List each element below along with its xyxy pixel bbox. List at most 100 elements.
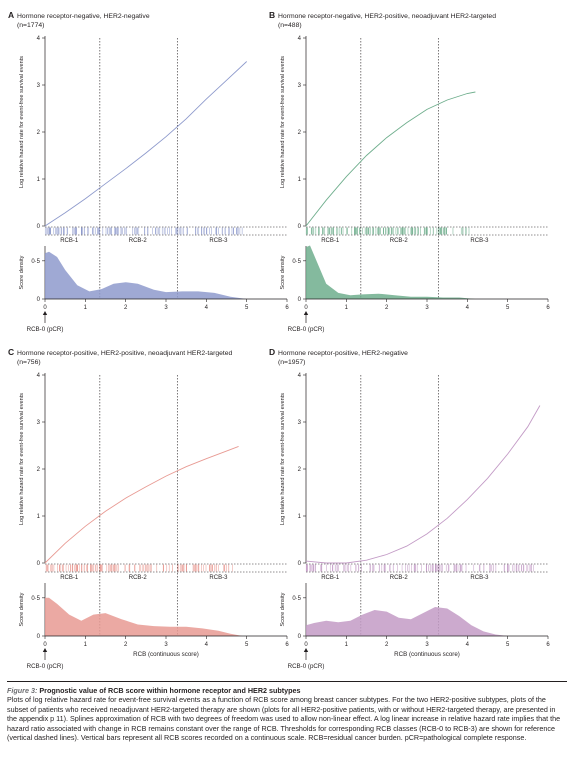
x-axis-label: RCB (continuous score): [133, 651, 199, 658]
caption-title: Prognostic value of RCB score within hor…: [39, 686, 301, 695]
y-tick-label: 1: [37, 177, 41, 183]
y-axis-label-density: Score density: [19, 592, 25, 626]
pcr-label: RCB-0 (pCR): [288, 663, 325, 670]
pcr-label: RCB-0 (pCR): [27, 326, 64, 333]
pcr-arrow-head: [42, 311, 48, 315]
rcb-class-label: RCB-3: [209, 575, 228, 581]
y-tick-label: 2: [298, 467, 302, 473]
panel-letter: D: [269, 347, 275, 357]
hazard-curve: [305, 405, 541, 564]
hazard-curve: [44, 61, 248, 227]
y-tick-label: 3: [298, 420, 302, 426]
y-tick-label: 0: [37, 224, 41, 230]
x-tick-label: 2: [385, 305, 389, 311]
x-tick-label: 3: [164, 642, 168, 648]
x-tick-label: 0: [304, 305, 308, 311]
y-tick-label: 0: [298, 297, 302, 303]
x-tick-label: 1: [345, 642, 349, 648]
rcb-class-label: RCB-2: [129, 575, 148, 581]
density-area: [45, 597, 243, 636]
y-tick-label: 3: [37, 420, 41, 426]
y-tick-label: 0: [298, 224, 302, 230]
pcr-label: RCB-0 (pCR): [27, 663, 64, 670]
y-tick-label: 1: [37, 514, 41, 520]
x-tick-label: 5: [506, 305, 510, 311]
panel-c: C Hormone receptor-positive, HER2-positiv…: [8, 347, 289, 670]
hazard-curve: [44, 445, 239, 564]
y-tick-label: 0·5: [292, 596, 301, 602]
x-tick-label: 5: [245, 642, 249, 648]
y-axis-label-hazard: Log relative hazard rate for event-free …: [280, 56, 286, 188]
rcb-class-label: RCB-1: [60, 575, 79, 581]
panel-n: (n=1957): [278, 359, 305, 366]
y-tick-label: 2: [37, 130, 41, 136]
x-tick-label: 0: [43, 305, 47, 311]
y-axis-label-density: Score density: [19, 255, 25, 289]
panel-n: (n=756): [17, 359, 41, 366]
x-tick-label: 3: [164, 305, 168, 311]
y-tick-label: 0: [298, 634, 302, 640]
y-tick-label: 2: [298, 130, 302, 136]
y-tick-label: 0: [37, 297, 41, 303]
rcb-class-label: RCB-2: [390, 238, 409, 244]
rcb-class-label: RCB-2: [390, 575, 409, 581]
x-tick-label: 1: [84, 642, 88, 648]
rcb-class-label: RCB-2: [129, 238, 148, 244]
y-tick-label: 4: [298, 36, 302, 42]
y-tick-label: 2: [37, 467, 41, 473]
caption-rule: [7, 681, 567, 682]
hazard-curve: [305, 91, 476, 227]
y-tick-label: 3: [298, 83, 302, 89]
x-tick-label: 4: [466, 305, 470, 311]
y-tick-label: 0: [298, 561, 302, 567]
x-tick-label: 4: [466, 642, 470, 648]
panel-n: (n=488): [278, 22, 302, 29]
caption-body: Plots of log relative hazard rate for ev…: [7, 695, 561, 743]
x-tick-label: 6: [285, 642, 289, 648]
y-tick-label: 0: [37, 561, 41, 567]
y-axis-label-hazard: Log relative hazard rate for event-free …: [280, 393, 286, 525]
panel-d: D Hormone receptor-positive, HER2-negativ…: [269, 347, 550, 670]
x-tick-label: 5: [506, 642, 510, 648]
x-axis-label: RCB (continuous score): [394, 651, 460, 658]
x-tick-label: 5: [245, 305, 249, 311]
pcr-arrow-head: [303, 648, 309, 652]
rcb-class-label: RCB-1: [60, 238, 79, 244]
panel-title: Hormone receptor-negative, HER2-positive…: [278, 13, 496, 20]
y-tick-label: 1: [298, 514, 302, 520]
x-tick-label: 6: [546, 305, 550, 311]
y-tick-label: 0·5: [31, 259, 40, 265]
x-tick-label: 0: [43, 642, 47, 648]
x-tick-label: 1: [345, 305, 349, 311]
y-axis-label-hazard: Log relative hazard rate for event-free …: [19, 56, 25, 188]
x-tick-label: 4: [205, 642, 209, 648]
panel-a: A Hormone receptor-negative, HER2-negativ…: [8, 10, 289, 333]
y-tick-label: 0: [37, 634, 41, 640]
rcb-class-label: RCB-1: [321, 238, 340, 244]
y-axis-label-density: Score density: [280, 255, 286, 289]
x-tick-label: 3: [425, 305, 429, 311]
y-tick-label: 1: [298, 177, 302, 183]
panel-title: Hormone receptor-negative, HER2-negative: [17, 13, 150, 20]
x-tick-label: 6: [546, 642, 550, 648]
y-tick-label: 4: [37, 373, 41, 379]
x-tick-label: 6: [285, 305, 289, 311]
x-tick-label: 2: [385, 642, 389, 648]
panel-title: Hormone receptor-positive, HER2-positive…: [17, 350, 233, 357]
y-tick-label: 0·5: [31, 596, 40, 602]
pcr-arrow-head: [303, 311, 309, 315]
panel-n: (n=1774): [17, 22, 44, 29]
rcb-class-label: RCB-3: [209, 238, 228, 244]
x-tick-label: 3: [425, 642, 429, 648]
rcb-class-label: RCB-1: [321, 575, 340, 581]
panel-letter: C: [8, 347, 14, 357]
rcb-class-label: RCB-3: [470, 238, 489, 244]
x-tick-label: 1: [84, 305, 88, 311]
x-tick-label: 0: [304, 642, 308, 648]
y-axis-label-hazard: Log relative hazard rate for event-free …: [19, 393, 25, 525]
pcr-label: RCB-0 (pCR): [288, 326, 325, 333]
y-tick-label: 3: [37, 83, 41, 89]
pcr-arrow-head: [42, 648, 48, 652]
rcb-class-label: RCB-3: [470, 575, 489, 581]
figure-panels-svg: A Hormone receptor-negative, HER2-negativ…: [8, 10, 550, 670]
